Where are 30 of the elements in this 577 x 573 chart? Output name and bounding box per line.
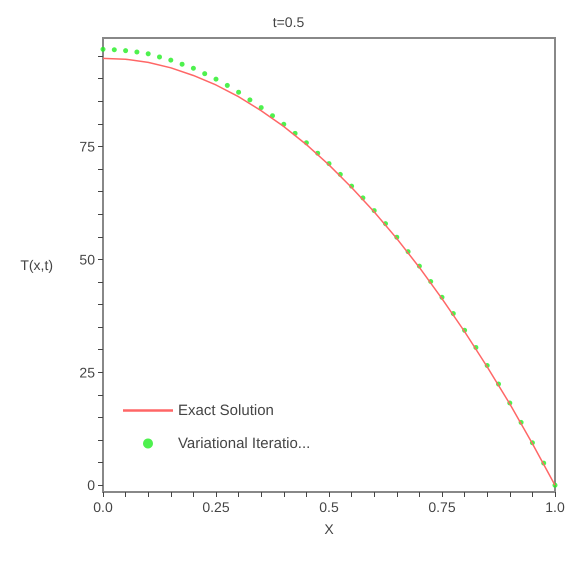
x-tick-label: 0.5 [319,499,339,515]
legend-label: Exact Solution [178,402,274,419]
legend-label: Variational Iteratio... [178,435,310,452]
y-tick-label: 0 [87,477,96,494]
point [134,50,140,55]
point [180,62,185,67]
point [224,82,230,88]
point [112,47,117,52]
point [258,105,264,110]
point [157,54,162,60]
point [236,90,242,95]
x-tick-label: 0.0 [93,499,113,515]
point [270,113,275,118]
y-axis-title: T(x,t) [20,257,53,273]
point [123,48,128,54]
x-axis-title: X [324,521,334,537]
y-tick-label: 50 [79,251,96,268]
point [100,46,106,52]
point [190,66,196,71]
x-tick-label: 0.75 [428,499,456,515]
chart-title: t=0.5 [272,14,304,30]
point [214,76,218,82]
x-tick-label: 0.25 [202,499,230,515]
y-tick-label: 25 [79,364,96,380]
point [247,97,252,102]
y-tick-label: 75 [79,138,96,154]
x-tick-label: 1.0 [545,499,565,515]
point [168,58,174,63]
point [146,51,151,56]
point [202,71,208,76]
